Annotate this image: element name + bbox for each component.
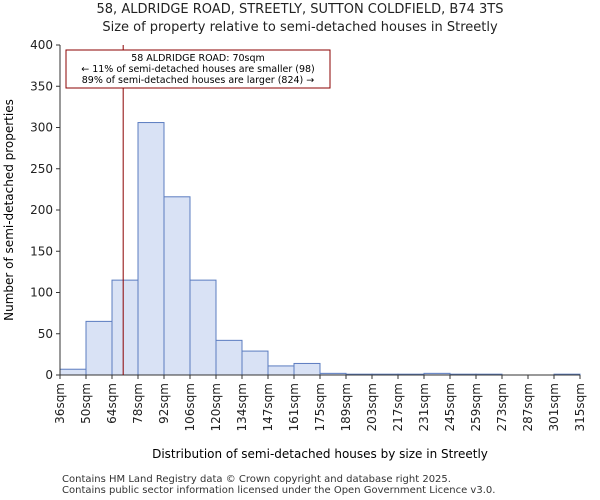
annotation-line2: ← 11% of semi-detached houses are smalle…: [81, 64, 315, 75]
histogram-bar: [241, 350, 269, 376]
y-tick-label: 300: [30, 121, 53, 135]
x-tick-label: 231sqm: [417, 383, 431, 431]
histogram-chart: 0 50 100 150 200 250 300 350 400 36sqm 50sqm 64sqm 7…: [2, 38, 587, 461]
x-tick-label: 301sqm: [547, 383, 561, 431]
y-tick-label: 200: [30, 203, 53, 217]
x-tick-label: 50sqm: [79, 383, 93, 424]
x-tick-label: 315sqm: [573, 383, 587, 431]
x-tick-label: 161sqm: [287, 383, 301, 431]
histogram-bar: [293, 362, 321, 376]
histogram-bar: [163, 196, 191, 376]
histogram-bar: [137, 122, 165, 376]
annotation-line3: 89% of semi-detached houses are larger (…: [82, 75, 315, 86]
x-tick-label: 273sqm: [495, 383, 509, 431]
chart-title-line2: Size of property relative to semi-detach…: [102, 20, 498, 35]
x-tick-label: 120sqm: [209, 383, 223, 431]
histogram-bar: [59, 368, 87, 376]
annotation-box: 58 ALDRIDGE ROAD: 70sqm ← 11% of semi-de…: [65, 49, 331, 89]
x-tick-label: 287sqm: [521, 383, 535, 431]
x-tick-label: 134sqm: [235, 383, 249, 431]
y-tick-label: 0: [45, 368, 53, 382]
chart-title-line1: 58, ALDRIDGE ROAD, STREETLY, SUTTON COLD…: [96, 2, 504, 17]
histogram-bar: [111, 279, 139, 376]
x-tick-label: 64sqm: [105, 383, 119, 424]
histogram-bar: [215, 339, 243, 376]
y-tick-label: 100: [30, 286, 53, 300]
x-tick-label: 147sqm: [261, 383, 275, 431]
x-tick-label: 106sqm: [183, 383, 197, 431]
x-tick-label: 175sqm: [313, 383, 327, 431]
x-tick-label: 189sqm: [339, 383, 353, 431]
x-tick-label: 78sqm: [131, 383, 145, 424]
footer-line2: Contains public sector information licen…: [62, 485, 496, 496]
x-tick-label: 92sqm: [157, 383, 171, 424]
x-tick-label: 217sqm: [391, 383, 405, 431]
histogram-bar: [189, 279, 217, 376]
y-tick-label: 350: [30, 79, 53, 93]
x-tick-label: 36sqm: [53, 383, 67, 424]
x-tick-label: 259sqm: [469, 383, 483, 431]
y-axis-label: Number of semi-detached properties: [2, 99, 16, 321]
y-tick-label: 50: [38, 327, 53, 341]
y-tick-label: 250: [30, 162, 53, 176]
annotation-line1: 58 ALDRIDGE ROAD: 70sqm: [131, 53, 265, 64]
x-tick-label: 203sqm: [365, 383, 379, 431]
x-axis-label: Distribution of semi-detached houses by …: [152, 447, 488, 461]
histogram-bar: [267, 365, 295, 376]
y-tick-label: 150: [30, 244, 53, 258]
x-tick-label: 245sqm: [443, 383, 457, 431]
y-tick-label: 400: [30, 38, 53, 52]
histogram-bar: [85, 320, 113, 376]
footer-line1: Contains HM Land Registry data © Crown c…: [62, 474, 451, 485]
